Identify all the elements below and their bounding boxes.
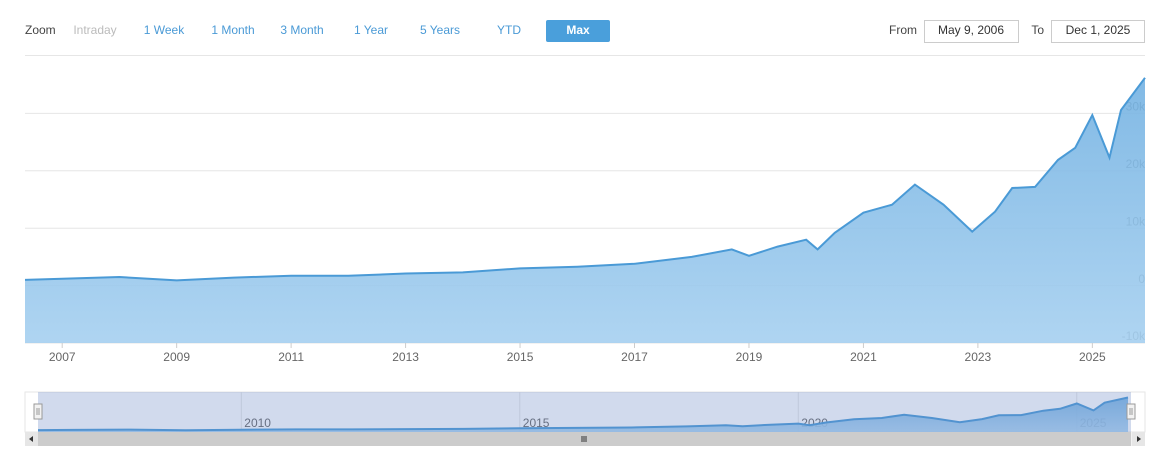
scroll-left-arrow (29, 436, 33, 442)
to-input[interactable] (1051, 20, 1145, 43)
zoom-button[interactable]: 3 Month (280, 23, 323, 37)
x-tick-label: 2013 (392, 350, 419, 364)
from-label: From (889, 23, 917, 37)
x-tick-label: 2023 (965, 350, 992, 364)
zoom-button[interactable]: 5 Years (420, 23, 460, 37)
zoom-button[interactable]: YTD (497, 23, 521, 37)
navigator-tick-label: 2010 (244, 416, 271, 430)
to-value[interactable]: Dec 1, 2025 (1066, 23, 1131, 37)
x-tick-label: 2025 (1079, 350, 1106, 364)
navigator: 2010201520202025 (24, 391, 1146, 446)
x-tick-label: 2015 (507, 350, 534, 364)
navigator-series-line (37, 396, 1129, 432)
series-line (24, 77, 1146, 282)
navigator-tick-label: 2015 (523, 416, 550, 430)
x-tick-label: 2019 (736, 350, 763, 364)
x-tick-label: 2011 (278, 350, 304, 364)
navigator-mask (38, 392, 1131, 432)
navigator-handle[interactable] (33, 403, 43, 420)
navigator-handle[interactable] (1126, 403, 1136, 420)
selected-button-bg[interactable] (546, 20, 610, 42)
zoom-label: Zoom (25, 23, 56, 37)
x-tick-label: 2021 (850, 350, 877, 364)
from-input[interactable] (924, 20, 1019, 43)
zoom-button: Intraday (73, 23, 116, 37)
from-value[interactable]: May 9, 2006 (938, 23, 1004, 37)
to-label: To (1031, 23, 1044, 37)
x-tick-label: 2017 (621, 350, 648, 364)
navigator-series-area (38, 397, 1128, 432)
zoom-button[interactable]: Max (566, 23, 590, 37)
zoom-button[interactable]: 1 Year (354, 23, 388, 37)
zoom-button[interactable]: 1 Week (144, 23, 185, 37)
series-area (25, 77, 1145, 344)
scroll-right-arrow (1137, 436, 1141, 442)
x-tick-label: 2007 (49, 350, 76, 364)
x-tick-label: 2009 (163, 350, 190, 364)
range-selector: Zoom Intraday 1 Week 1 Month 3 Month 1 Y… (25, 20, 1145, 43)
plot-area (24, 77, 1146, 344)
zoom-button[interactable]: 1 Month (211, 23, 254, 37)
